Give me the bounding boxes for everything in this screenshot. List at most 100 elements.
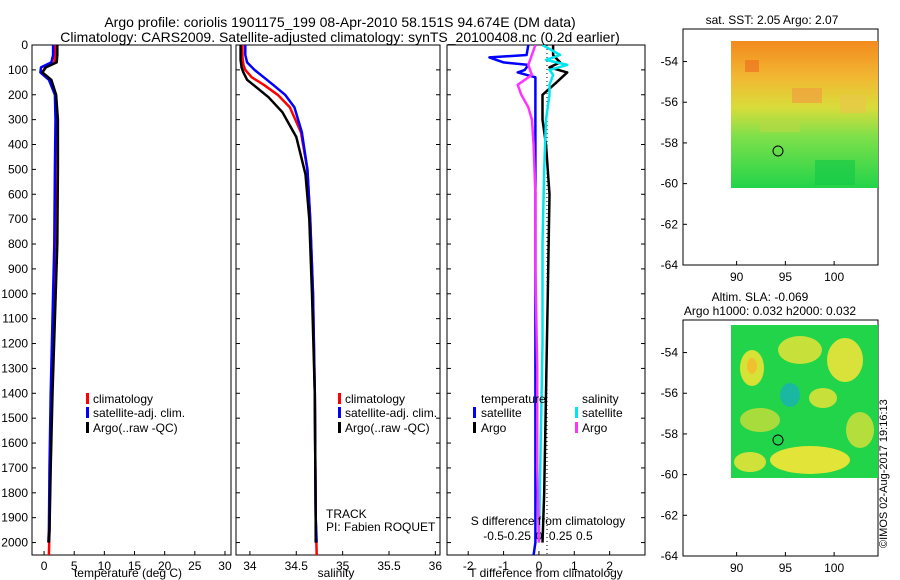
difference-depth-ticks [447,44,645,544]
legend-label-t-argo: Argo [481,421,507,435]
salinity-x-label: salinity [318,566,355,580]
legend-label-argo: Argo(..raw -QC) [345,421,430,435]
x-tick-label: 35 [336,559,350,573]
sst-patch [792,88,822,103]
temperature-panel: 0100200300400500600700800900100011001200… [1,38,232,580]
legend-label-s-argo: Argo [582,421,608,435]
sla-argo-marker [772,434,784,446]
depth-tick-label: 300 [8,113,28,127]
legend-swatch-s-satellite [575,407,578,418]
sst-map-panel: sat. SST: 2.05 Argo: 2.07 -54 -56 -58 -60 -6… [661,13,879,284]
legend-swatch-t-satellite [473,407,476,418]
legend-swatch-satellite [86,407,89,418]
s-tick-label: -0.25 [504,529,532,543]
lat-tick-label: -64 [661,549,679,563]
depth-tick-label: 500 [8,162,28,176]
depth-tick-label: 1100 [2,312,28,326]
depth-tick-label: 0 [21,38,28,52]
depth-tick-label: 200 [8,88,28,102]
sst-patch [760,120,800,132]
legend-swatch-satellite [338,407,341,418]
figure-title: Argo profile: coriolis 1901175_199 08-Ap… [104,14,575,30]
s-tick-label: 0.25 [549,529,573,543]
legend-label-s-satellite: satellite [582,406,623,420]
depth-tick-label: 900 [8,262,28,276]
series-line-s-satellite [537,45,569,543]
legend-swatch-argo [338,422,341,433]
series-line-climatology [241,45,318,555]
salinity-panel: 34 34.5 35 35.5 36 salinity climatology sate… [235,44,442,580]
salinity-depth-ticks [236,44,440,544]
legend-label-satellite: satellite-adj. clim. [345,406,437,420]
legend-swatch-t-argo [473,422,476,433]
legend-label-argo: Argo(..raw -QC) [93,421,178,435]
depth-tick-label: 1500 [1,411,28,425]
lon-tick-label: 90 [730,561,744,575]
lat-tick-label: -60 [661,468,679,482]
sst-map-title: sat. SST: 2.05 Argo: 2.07 [706,13,839,27]
lat-tick-label: -62 [661,217,679,231]
track-label: TRACK [326,507,367,521]
sla-blob [740,408,780,432]
sla-heatmap [731,325,878,478]
sst-patch [815,160,855,185]
temperature-x-label: temperature (deg C) [74,566,182,580]
x-tick-label: 0 [41,559,48,573]
depth-tick-label: 2000 [1,536,28,550]
legend-label-climatology: climatology [345,392,405,406]
lat-tick-label: -60 [661,177,679,191]
sla-blob [827,338,863,382]
s-tick-label: -0.5 [483,529,504,543]
depth-tick-label: 800 [8,237,28,251]
series-line-argo-raw-qc- [239,45,317,543]
sst-patch [840,95,866,113]
sla-blob [770,446,850,474]
sst-patch [745,60,759,72]
series-line-satellite-adj-clim- [244,45,318,543]
depth-axis: 0 100 200 300 400 500 600 700 800 900 1000 1100 1200… [1,38,36,550]
s-tick-label: 0.5 [576,529,593,543]
x-tick-label: 10 [98,559,112,573]
sla-map-subtitle: Argo h1000: 0.032 h2000: 0.032 [684,304,856,318]
salinity-plot-frame [235,44,441,556]
lat-tick-label: -58 [661,427,679,441]
legend-title-salinity: salinity [582,392,619,406]
lon-tick-label: 100 [824,270,844,284]
depth-tick-label: 1200 [1,337,28,351]
x-tick-label: 35.5 [377,559,401,573]
lon-tick-label: 95 [779,561,793,575]
x-tick-label: 15 [128,559,142,573]
lat-tick-label: -56 [661,95,679,109]
legend-swatch-s-argo [575,422,578,433]
temperature-legend: climatology satellite-adj. clim. Argo(..… [86,392,185,435]
depth-tick-label: 1700 [1,461,28,475]
salinity-x-axis: 34 34.5 35 35.5 36 [243,551,442,573]
x-tick-label: 1 [571,559,578,573]
legend-label-climatology: climatology [93,392,153,406]
series-line-s-argo [516,45,541,543]
lat-tick-label: -58 [661,136,679,150]
sla-blob [846,412,874,448]
depth-tick-label: 1600 [1,436,28,450]
x-tick-label: 2 [606,559,613,573]
x-tick-label: 20 [158,559,172,573]
x-tick-label: 30 [218,559,232,573]
x-tick-label: 0 [536,559,543,573]
sla-blob [780,383,800,407]
legend-title-temperature: temperature [481,392,546,406]
lat-tick-label: -54 [661,346,679,360]
depth-tick-label: 1800 [1,486,28,500]
lat-tick-label: -56 [661,386,679,400]
depth-tick-label: 100 [8,63,28,77]
lat-tick-label: -62 [661,508,679,522]
legend-label-satellite: satellite-adj. clim. [93,406,185,420]
sla-blob [778,336,822,364]
t-difference-label: T difference from climatology [469,566,623,580]
x-tick-label: -2 [463,559,474,573]
x-tick-label: 34 [243,559,257,573]
sla-map-panel: Altim. SLA: -0.069 Argo h1000: 0.032 h20… [661,290,879,575]
x-tick-label: -1 [498,559,509,573]
pi-label: PI: Fabien ROQUET [326,520,436,534]
difference-panel: -2 -1 0 1 2-0.5 -0.25 0 0.25 0.5 S difference fr… [446,44,646,580]
series-line-argo-raw-qc- [41,45,60,543]
